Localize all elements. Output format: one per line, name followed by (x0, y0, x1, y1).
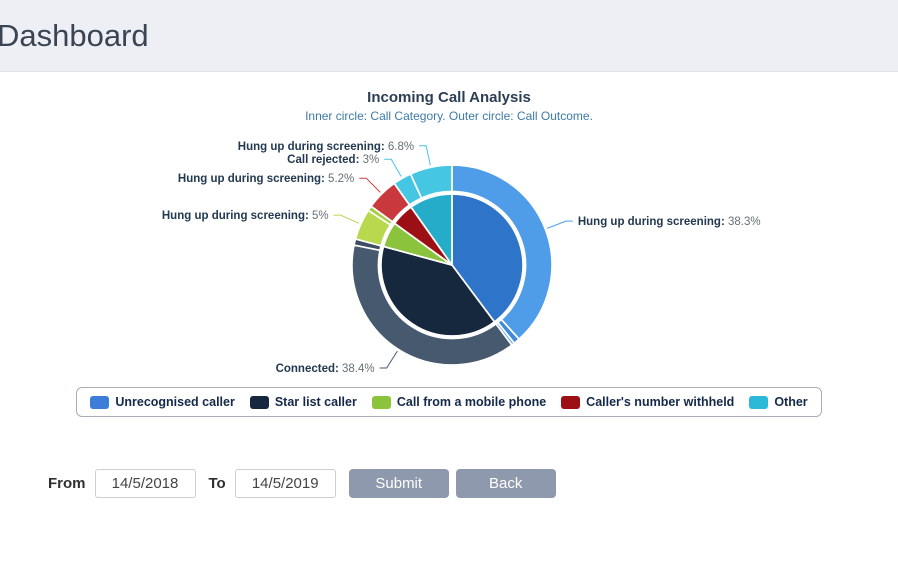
label-leader-line (333, 214, 360, 224)
slice-callout-label: Hung up during screening: 6.8% (238, 141, 414, 153)
date-filter-bar: From To Submit Back (48, 469, 898, 498)
legend-container: Unrecognised caller Star list caller Call … (0, 387, 898, 417)
legend-item-caller-s-number-withheld[interactable]: Caller's number withheld (561, 395, 734, 409)
page-header: Dashboard (0, 0, 898, 72)
inner-slice-other[interactable] (410, 193, 453, 266)
submit-button[interactable]: Submit (348, 469, 449, 498)
legend-label: Call from a mobile phone (396, 395, 547, 409)
legend-item-call-from-a-mobile-phone[interactable]: Call from a mobile phone (371, 395, 547, 409)
from-label: From (48, 475, 86, 492)
slice-callout-label: Call rejected: 3% (287, 154, 379, 166)
label-leader-line (379, 350, 398, 369)
label-leader-line (359, 177, 381, 193)
inner-slice-star-list-caller[interactable] (380, 245, 496, 337)
slice-callout-label: Hung up during screening: 5% (162, 210, 329, 222)
chart-header: Incoming Call Analysis Inner circle: Cal… (0, 89, 898, 123)
back-button[interactable]: Back (455, 469, 556, 498)
to-date-input[interactable] (234, 469, 336, 498)
legend-label: Unrecognised caller (115, 395, 235, 409)
legend-item-star-list-caller[interactable]: Star list caller (249, 395, 357, 409)
label-leader-line (384, 158, 402, 177)
legend-swatch (90, 395, 110, 409)
legend-swatch (371, 395, 391, 409)
legend-item-other[interactable]: Other (749, 395, 808, 409)
legend-item-unrecognised-caller[interactable]: Unrecognised caller (90, 395, 235, 409)
slice-callout-label: Hung up during screening: 38.3% (578, 216, 761, 228)
outer-slice-hung-up-during-screening[interactable] (409, 164, 453, 199)
to-label: To (208, 475, 226, 492)
chart-title: Incoming Call Analysis (367, 89, 531, 106)
page-title: Dashboard (0, 17, 149, 53)
incoming-call-sunburst-chart: Hung up during screening: 38.3% Connected… (162, 141, 761, 375)
legend-label: Caller's number withheld (586, 395, 735, 409)
slice-callout-label: Hung up during screening: 5.2% (178, 173, 354, 185)
legend-swatch (561, 395, 581, 409)
chart-subtitle: Inner circle: Call Category. Outer circl… (305, 109, 593, 123)
legend-swatch (249, 395, 269, 409)
legend-swatch (749, 395, 769, 409)
inner-slice-unrecognised-caller[interactable] (451, 193, 524, 323)
from-date-input[interactable] (94, 469, 196, 498)
legend-label: Star list caller (274, 395, 357, 409)
label-leader-line (419, 145, 431, 166)
label-leader-line (547, 220, 573, 229)
legend-label: Other (774, 395, 808, 409)
chart-legend: Unrecognised caller Star list caller Call … (76, 387, 822, 417)
slice-callout-label: Connected: 38.4% (276, 363, 375, 375)
